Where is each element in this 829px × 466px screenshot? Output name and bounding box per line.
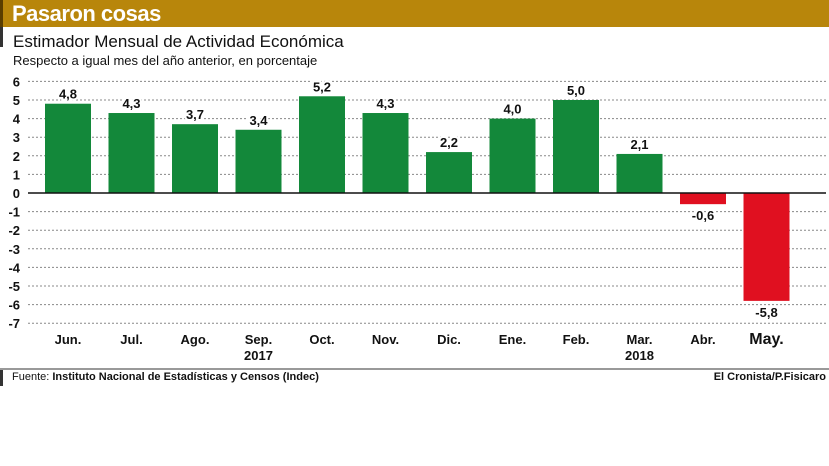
y-tick-label: -7 — [8, 316, 20, 331]
year-label: 2018 — [625, 348, 654, 363]
y-tick-label: -5 — [8, 279, 20, 294]
data-label: 3,4 — [249, 113, 268, 128]
header-accent — [0, 0, 3, 27]
x-tick-label: Abr. — [690, 332, 715, 347]
y-tick-label: 1 — [13, 167, 20, 182]
data-label: 5,0 — [567, 83, 585, 98]
bar-chart: 6 5 4 3 2 1 0 -1 -2 -3 -4 -5 -6 -7 4,8 Jun. 4,3 Jul. 3,7 Ag… — [8, 74, 826, 363]
data-label: 4,8 — [59, 87, 77, 102]
x-tick-label: Jun. — [55, 332, 82, 347]
x-tick-label: Sep. — [245, 332, 272, 347]
chart-subtitle: Respecto a igual mes del año anterior, e… — [13, 53, 318, 68]
x-tick-label: Dic. — [437, 332, 461, 347]
header-bar — [0, 0, 829, 27]
x-tick-label: Ene. — [499, 332, 526, 347]
bar-feb — [553, 100, 599, 193]
y-tick-label: 3 — [13, 130, 20, 145]
bar-mar — [616, 153, 663, 193]
data-label: -5,8 — [755, 305, 777, 320]
footer-source: Fuente: Instituto Nacional de Estadístic… — [12, 371, 319, 383]
bar-jun — [45, 103, 91, 193]
bar-oct — [299, 96, 345, 193]
footer-credit: El Cronista/P.Fisicaro — [713, 371, 826, 383]
y-tick-label: 6 — [13, 74, 20, 89]
data-label: 3,7 — [186, 107, 204, 122]
bar-ago — [172, 124, 218, 193]
bar-nov — [362, 113, 409, 193]
y-tick-label: -6 — [8, 298, 20, 313]
bar-may — [743, 193, 790, 301]
y-tick-label: 4 — [13, 112, 21, 127]
y-tick-label: -1 — [8, 205, 20, 220]
data-label: 2,2 — [440, 135, 458, 150]
bar-abr — [680, 193, 726, 205]
data-label: 2,1 — [630, 137, 648, 152]
footer-accent — [0, 370, 3, 386]
x-tick-label: Nov. — [372, 332, 399, 347]
y-tick-label: -2 — [8, 223, 20, 238]
x-tick-label: Oct. — [309, 332, 334, 347]
data-label: 5,2 — [313, 79, 331, 94]
header-title: Pasaron cosas — [12, 1, 161, 26]
bar-jul — [108, 113, 155, 193]
x-tick-label: Ago. — [181, 332, 210, 347]
year-label: 2017 — [244, 348, 273, 363]
source-name: Instituto Nacional de Estadísticas y Cen… — [52, 371, 319, 383]
y-tick-label: 5 — [13, 93, 20, 108]
data-label: 4,3 — [122, 96, 140, 111]
chart-title: Estimador Mensual de Actividad Económica — [13, 32, 344, 51]
source-prefix: Fuente: — [12, 371, 53, 383]
y-tick-label: 0 — [13, 186, 20, 201]
x-tick-label: Feb. — [563, 332, 590, 347]
y-tick-label: -4 — [8, 260, 20, 275]
x-tick-label: May. — [749, 331, 783, 348]
y-tick-label: -3 — [8, 242, 20, 257]
data-label: 4,3 — [376, 96, 394, 111]
x-tick-label: Jul. — [120, 332, 142, 347]
bar-dic — [426, 152, 472, 193]
footer-divider — [0, 368, 829, 370]
bar-sep — [235, 129, 282, 193]
data-label: -0,6 — [692, 208, 714, 223]
x-tick-label: Mar. — [626, 332, 652, 347]
data-label: 4,0 — [503, 102, 521, 117]
title-rule — [0, 27, 3, 47]
bar-ene — [489, 118, 536, 193]
y-tick-label: 2 — [13, 149, 20, 164]
